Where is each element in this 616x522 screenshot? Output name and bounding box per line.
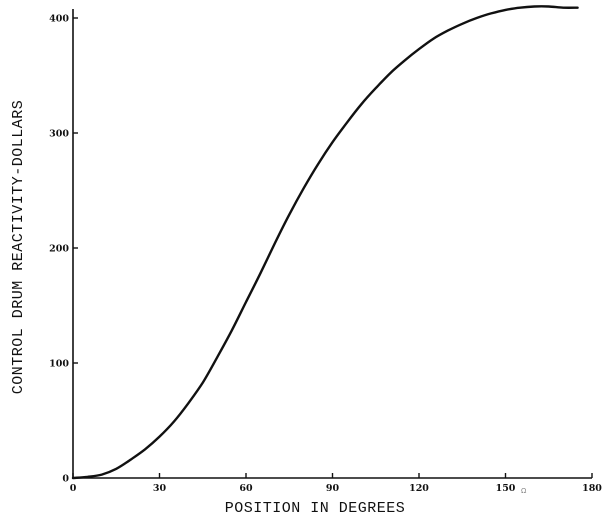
corner-note: Ω — [521, 487, 527, 495]
reactivity-curve — [71, 5, 579, 480]
x-tick-label: 90 — [326, 483, 340, 494]
x-tick-label: 60 — [239, 483, 253, 494]
y-tick-label: 300 — [49, 129, 69, 140]
x-axis-ticks: 0 30 60 90 120 150 180 — [70, 473, 602, 494]
y-axis-title: CONTROL DRUM REACTIVITY-DOLLARS — [10, 100, 27, 395]
y-tick-label: 0 — [62, 474, 69, 485]
x-axis-title: POSITION IN DEGREES — [225, 500, 406, 517]
y-tick-label: 400 — [49, 14, 69, 25]
x-tick-label: 30 — [153, 483, 167, 494]
y-axis-ticks: 0 100 200 300 400 — [49, 14, 78, 485]
x-tick-label: 180 — [582, 483, 602, 494]
plot-area: 0 30 60 90 120 150 180 0 100 200 300 400 — [49, 5, 602, 494]
x-tick-label: 150 — [496, 483, 516, 494]
y-tick-label: 100 — [49, 359, 69, 370]
x-tick-label: 0 — [70, 483, 77, 494]
x-tick-label: 120 — [409, 483, 429, 494]
y-tick-label: 200 — [49, 244, 69, 255]
